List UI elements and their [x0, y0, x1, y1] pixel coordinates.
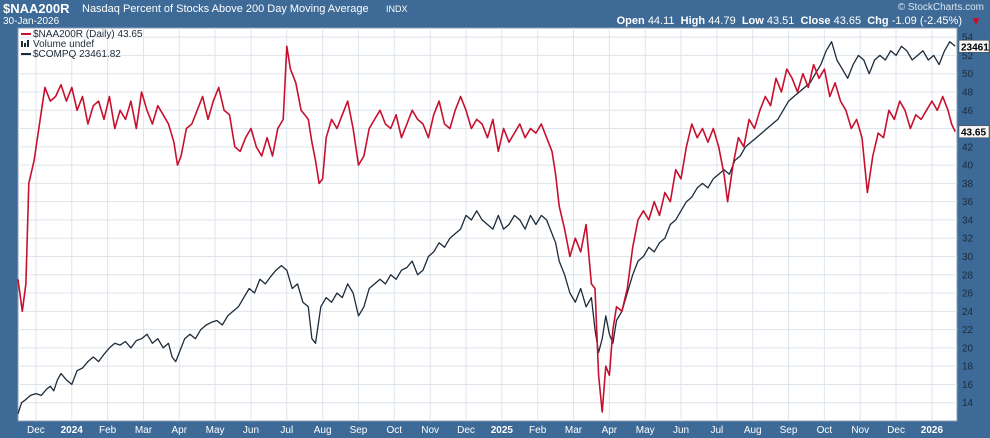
y-tick-label: 30 [962, 252, 974, 263]
x-tick-label: May [636, 425, 655, 436]
high-label: High [680, 15, 706, 27]
symbol-description: Nasdaq Percent of Stocks Above 200 Day M… [82, 3, 369, 15]
series-line-compq [17, 41, 956, 414]
x-tick-label: 2026 [921, 425, 944, 436]
y-tick-label: 24 [962, 307, 974, 318]
x-tick-label: 2024 [61, 425, 84, 436]
y-tick-label: 52 [962, 51, 974, 62]
x-tick-label: Apr [602, 425, 618, 436]
y-tick-label: 16 [962, 380, 974, 391]
y-tick-label: 50 [962, 69, 974, 80]
end-value-label: 23461 [961, 42, 989, 53]
end-value-box [958, 125, 990, 139]
y-tick-label: 38 [962, 179, 974, 190]
x-tick-label: Dec [457, 425, 475, 436]
series-line-naa200r [17, 45, 956, 413]
high-value: 44.79 [708, 15, 736, 27]
close-label: Close [800, 15, 831, 27]
x-tick-label: Apr [171, 425, 187, 436]
x-tick-label: 2025 [491, 425, 514, 436]
x-tick-label: Oct [387, 425, 403, 436]
y-tick-label: 14 [962, 398, 974, 409]
x-tick-label: Nov [851, 425, 869, 436]
y-tick-label: 48 [962, 87, 974, 98]
x-tick-label: Jul [710, 425, 723, 436]
x-tick-label: Mar [565, 425, 583, 436]
symbol-name: $NAA200R [3, 1, 70, 16]
end-value-marker: 23461 [958, 39, 990, 53]
x-tick-label: Dec [887, 425, 905, 436]
y-tick-label: 46 [962, 106, 974, 117]
chart-header: $NAA200R Nasdaq Percent of Stocks Above … [0, 0, 990, 28]
down-arrow-icon: ▼ [970, 14, 982, 28]
chg-value: -1.09 (-2.45%) [891, 15, 962, 27]
y-tick-label: 32 [962, 234, 974, 245]
y-tick-label: 28 [962, 270, 974, 281]
x-tick-label: Oct [817, 425, 833, 436]
low-value: 43.51 [766, 15, 795, 27]
x-tick-label: Aug [744, 425, 762, 436]
y-tick-label: 42 [962, 142, 974, 153]
end-value-marker: 43.65 [958, 125, 990, 139]
open-value: 44.11 [647, 15, 675, 27]
exchange-label: INDX [386, 4, 408, 14]
brand-logo: © StockCharts.com [897, 2, 984, 13]
close-value: 43.65 [833, 15, 862, 27]
x-tick-label: Jun [673, 425, 689, 436]
quote-strip: Open 44.11 High 44.79 Low 43.51 Close 43… [617, 15, 962, 27]
y-tick-label: 20 [962, 343, 974, 354]
chg-label: Chg [867, 15, 889, 27]
y-tick-label: 54 [962, 33, 974, 44]
x-tick-label: Aug [314, 425, 332, 436]
x-tick-label: Feb [99, 425, 117, 436]
x-tick-label: Dec [27, 425, 45, 436]
y-tick-label: 26 [962, 289, 974, 300]
legend-entry: Volume undef [33, 39, 94, 50]
legend-entry: $COMPQ 23461.82 [33, 49, 121, 60]
y-tick-label: 36 [962, 197, 974, 208]
end-value-box [958, 39, 990, 53]
legend-entry: $NAA200R (Daily) 43.65 [33, 29, 143, 40]
volume-icon [24, 43, 26, 47]
x-tick-label: Sep [780, 425, 798, 436]
end-value-label: 43.65 [961, 128, 986, 139]
y-tick-label: 18 [962, 362, 974, 373]
volume-icon [27, 40, 29, 47]
x-tick-label: May [206, 425, 225, 436]
open-label: Open [616, 15, 645, 27]
low-label: Low [741, 15, 764, 27]
y-tick-label: 40 [962, 161, 974, 172]
y-tick-label: 22 [962, 325, 974, 336]
x-tick-label: Mar [135, 425, 153, 436]
y-tick-label: 34 [962, 215, 974, 226]
x-tick-label: Feb [529, 425, 547, 436]
chart-date: 30-Jan-2026 [3, 16, 60, 27]
x-tick-label: Nov [421, 425, 439, 436]
volume-icon [21, 41, 23, 47]
x-tick-label: Sep [350, 425, 368, 436]
x-tick-label: Jun [243, 425, 259, 436]
x-tick-label: Jul [280, 425, 293, 436]
